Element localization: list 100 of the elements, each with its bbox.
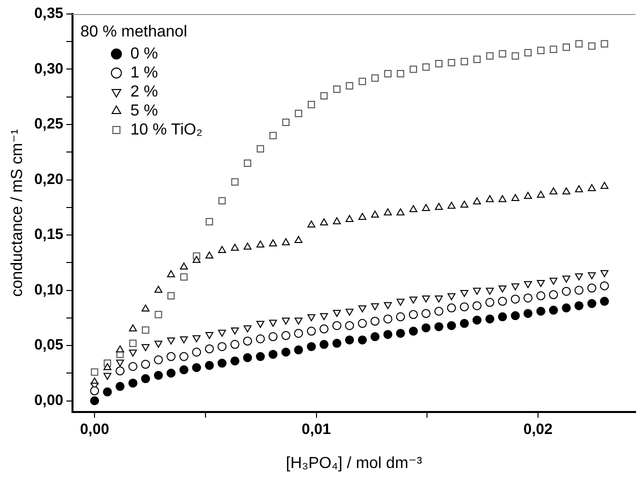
point bbox=[320, 313, 328, 320]
point bbox=[204, 344, 214, 354]
point bbox=[434, 306, 444, 316]
y-tick-label: 0,00 bbox=[34, 392, 64, 409]
point bbox=[281, 331, 290, 340]
point bbox=[332, 217, 341, 224]
y-tick-label: 0,30 bbox=[34, 60, 64, 78]
legend-title: 80 % methanol bbox=[80, 23, 188, 40]
y-tick-label: 0,10 bbox=[34, 281, 64, 298]
point bbox=[346, 82, 354, 90]
point bbox=[230, 356, 240, 366]
point bbox=[282, 238, 290, 246]
point bbox=[510, 294, 520, 304]
point bbox=[218, 342, 227, 352]
point bbox=[294, 345, 304, 354]
point bbox=[345, 335, 354, 344]
point bbox=[472, 316, 482, 325]
point bbox=[460, 200, 468, 208]
point bbox=[358, 335, 367, 344]
point bbox=[332, 310, 341, 317]
point bbox=[410, 66, 418, 73]
point bbox=[179, 365, 188, 374]
point bbox=[498, 50, 506, 58]
point bbox=[486, 52, 494, 60]
point bbox=[371, 210, 379, 218]
point bbox=[129, 340, 137, 347]
point bbox=[371, 74, 379, 82]
point bbox=[116, 366, 125, 376]
point bbox=[562, 187, 570, 194]
point bbox=[102, 387, 112, 396]
point bbox=[256, 320, 264, 328]
legend-label: 2 % bbox=[130, 83, 158, 100]
point bbox=[192, 348, 202, 357]
point bbox=[206, 218, 214, 226]
point bbox=[141, 360, 150, 369]
point bbox=[218, 197, 226, 204]
point bbox=[282, 318, 290, 325]
point bbox=[269, 132, 277, 140]
point bbox=[333, 85, 341, 93]
point bbox=[116, 345, 124, 352]
point bbox=[422, 295, 430, 302]
point bbox=[575, 273, 583, 280]
point bbox=[218, 246, 226, 253]
point bbox=[269, 239, 277, 246]
point bbox=[230, 340, 240, 349]
point bbox=[308, 100, 316, 108]
point bbox=[268, 332, 278, 342]
point bbox=[294, 110, 302, 118]
point bbox=[422, 63, 430, 71]
point bbox=[358, 212, 366, 220]
point bbox=[142, 304, 150, 312]
point bbox=[205, 332, 214, 339]
point bbox=[448, 293, 456, 300]
point bbox=[167, 292, 175, 300]
point bbox=[116, 382, 125, 391]
point bbox=[142, 344, 150, 352]
point bbox=[396, 328, 406, 338]
point bbox=[396, 298, 404, 306]
point bbox=[103, 363, 112, 370]
point bbox=[384, 302, 392, 310]
y-tick-label: 0,35 bbox=[34, 5, 64, 22]
point bbox=[243, 353, 252, 362]
point bbox=[562, 303, 571, 312]
y-tick-label: 0,05 bbox=[34, 336, 64, 354]
point bbox=[256, 240, 264, 248]
x-tick-label: 0,00 bbox=[80, 420, 110, 438]
point bbox=[409, 205, 418, 212]
point bbox=[320, 324, 329, 334]
point bbox=[90, 368, 98, 376]
point bbox=[141, 374, 150, 384]
point bbox=[180, 273, 188, 281]
x-tick-label: 0,02 bbox=[523, 420, 553, 438]
point bbox=[587, 299, 596, 308]
legend-label: 10 % TiO₂ bbox=[130, 121, 202, 138]
point bbox=[600, 296, 609, 306]
point bbox=[587, 284, 596, 293]
y-tick-label: 0,15 bbox=[34, 226, 64, 244]
point bbox=[294, 328, 304, 338]
point bbox=[422, 323, 430, 332]
point bbox=[307, 314, 316, 322]
point bbox=[473, 288, 481, 295]
point bbox=[448, 58, 456, 66]
point bbox=[306, 326, 316, 336]
point bbox=[167, 337, 176, 344]
y-tick-label: 0,20 bbox=[34, 170, 64, 188]
point bbox=[588, 184, 596, 192]
point bbox=[396, 70, 404, 78]
point bbox=[384, 208, 392, 216]
point bbox=[90, 396, 100, 406]
point bbox=[306, 342, 316, 352]
point bbox=[460, 318, 469, 328]
point bbox=[154, 286, 162, 293]
point bbox=[524, 281, 532, 288]
point bbox=[231, 178, 239, 186]
point bbox=[408, 310, 418, 320]
point bbox=[128, 350, 137, 357]
point bbox=[536, 306, 546, 316]
point bbox=[575, 40, 583, 48]
point bbox=[256, 145, 264, 152]
point bbox=[485, 314, 494, 324]
